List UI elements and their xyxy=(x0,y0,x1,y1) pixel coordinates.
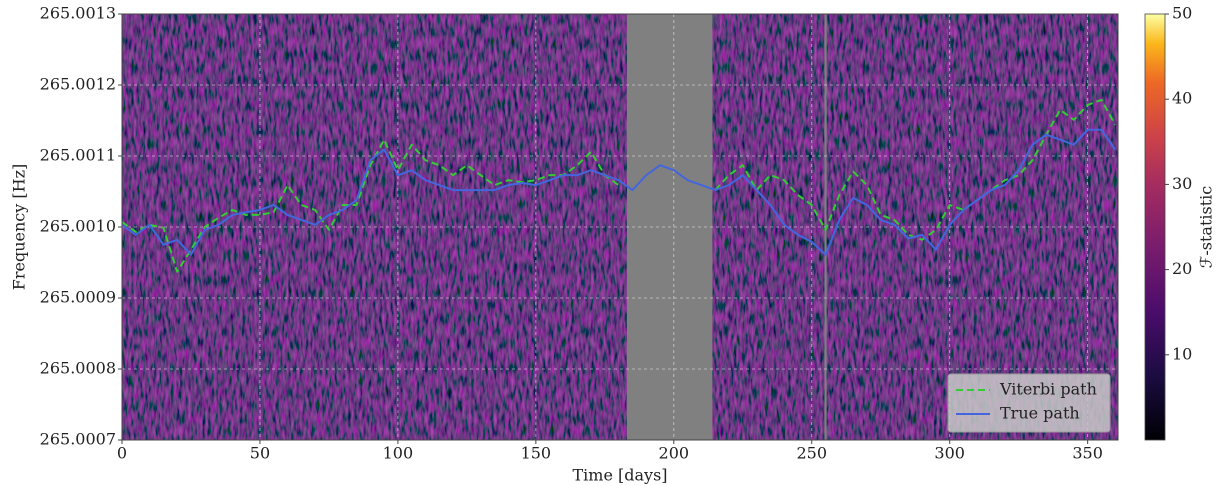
x-tick-label: 300 xyxy=(934,444,965,463)
x-tick-label: 0 xyxy=(117,444,127,463)
x-tick-label: 200 xyxy=(659,444,690,463)
y-tick-label: 265.0007 xyxy=(40,430,116,449)
y-axis-label: Frequency [Hz] xyxy=(10,164,29,291)
colorbar-tick-label: 40 xyxy=(1172,89,1192,108)
legend-label: Viterbi path xyxy=(999,380,1097,399)
colorbar-tick-label: 50 xyxy=(1172,4,1192,23)
y-tick-label: 265.0012 xyxy=(40,75,116,94)
legend-label: True path xyxy=(1000,404,1080,423)
colorbar-tick-label: 20 xyxy=(1172,259,1192,278)
legend-box xyxy=(947,373,1111,433)
y-tick-label: 265.0010 xyxy=(40,217,116,236)
colorbar-tick-label: 10 xyxy=(1172,344,1192,363)
x-axis-label: Time [days] xyxy=(572,466,667,485)
legend: Viterbi path True path xyxy=(947,373,1111,433)
x-tick-label: 150 xyxy=(521,444,552,463)
x-tick-label: 250 xyxy=(796,444,827,463)
colorbar xyxy=(1144,13,1166,441)
y-tick-label: 265.0013 xyxy=(40,4,116,23)
y-tick-label: 265.0011 xyxy=(40,146,116,165)
colorbar-label: ℱ-statistic xyxy=(1197,186,1216,268)
y-tick-label: 265.0009 xyxy=(40,288,116,307)
x-tick-label: 350 xyxy=(1072,444,1103,463)
series-line xyxy=(122,128,1117,256)
plot-area xyxy=(122,14,1118,440)
x-tick-label: 100 xyxy=(383,444,414,463)
y-tick-label: 265.0008 xyxy=(40,359,116,378)
x-tick-label: 50 xyxy=(250,444,270,463)
colorbar-tick-label: 30 xyxy=(1172,174,1192,193)
